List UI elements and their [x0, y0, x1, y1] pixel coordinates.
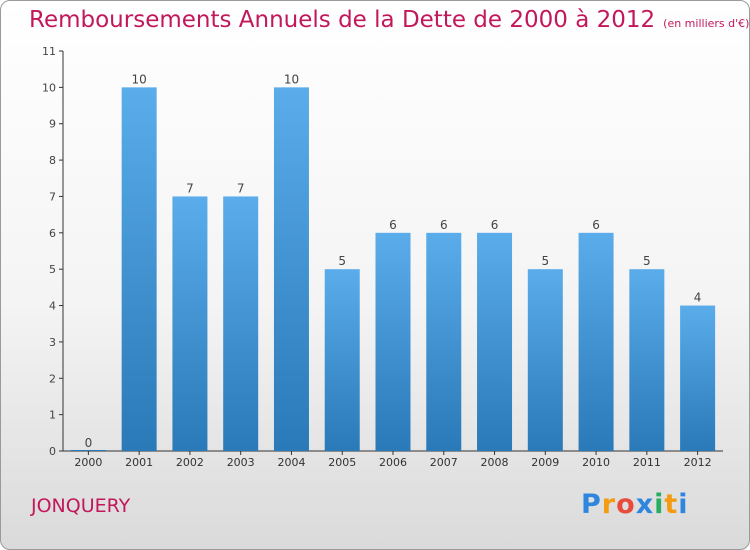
x-tick-label-2009: 2009: [531, 456, 559, 469]
logo-letter: t: [664, 489, 679, 520]
chart-subtitle: (en milliers d'€): [663, 17, 750, 30]
chart-title: Remboursements Annuels de la Dette de 20…: [29, 7, 656, 33]
bar-2002: [172, 196, 208, 451]
x-tick-label-2007: 2007: [430, 456, 458, 469]
y-tick-label: 4: [49, 300, 56, 313]
x-tick-label-2003: 2003: [227, 456, 255, 469]
logo-letter: o: [616, 489, 636, 520]
logo-letter: i: [654, 489, 665, 520]
bar-2010: [578, 232, 614, 451]
y-tick-label: 11: [42, 45, 56, 58]
y-tick-label: 1: [49, 409, 56, 422]
x-tick-label-2001: 2001: [125, 456, 153, 469]
data-label-2001: 10: [132, 72, 147, 86]
proxiti-logo: Proxiti: [581, 489, 689, 520]
data-label-2012: 4: [694, 291, 702, 305]
data-label-2002: 7: [186, 181, 194, 195]
y-tick-label: 8: [49, 154, 56, 167]
bar-2012: [680, 305, 716, 451]
x-tick-label-2012: 2012: [684, 456, 712, 469]
y-tick-label: 2: [49, 372, 56, 385]
x-tick-label-2004: 2004: [277, 456, 305, 469]
x-tick-label-2008: 2008: [481, 456, 509, 469]
bar-2009: [527, 269, 563, 451]
x-tick-label-2006: 2006: [379, 456, 407, 469]
y-tick-label: 9: [49, 118, 56, 131]
data-label-2008: 6: [491, 218, 499, 232]
logo-letter: i: [678, 489, 689, 520]
y-tick-label: 6: [49, 227, 56, 240]
bar-2006: [375, 232, 411, 451]
bar-2003: [223, 196, 259, 451]
bar-2001: [121, 87, 157, 451]
logo-letter: r: [601, 489, 617, 520]
bar-2005: [324, 269, 360, 451]
data-label-2011: 5: [643, 254, 651, 268]
data-label-2010: 6: [592, 218, 600, 232]
data-label-2004: 10: [284, 72, 299, 86]
chart-title-row: Remboursements Annuels de la Dette de 20…: [29, 7, 749, 33]
logo-letter: P: [581, 489, 602, 520]
data-label-2000: 0: [85, 436, 93, 450]
chart-bars: 0 10 7 7 10 5 6 6 6 5 6 5 4: [70, 72, 716, 451]
x-tick-label-2010: 2010: [582, 456, 610, 469]
x-tick-label-2011: 2011: [633, 456, 661, 469]
bar-2000: [70, 450, 106, 451]
data-label-2007: 6: [440, 218, 448, 232]
data-label-2006: 6: [389, 218, 397, 232]
y-tick-label: 7: [49, 190, 56, 203]
x-tick-label-2000: 2000: [74, 456, 102, 469]
bar-2011: [629, 269, 665, 451]
data-label-2003: 7: [237, 181, 245, 195]
commune-name: JONQUERY: [31, 495, 131, 517]
bar-2004: [273, 87, 309, 451]
logo-letter: x: [635, 489, 655, 520]
bar-2007: [426, 232, 462, 451]
data-label-2005: 5: [338, 254, 346, 268]
y-tick-label: 3: [49, 336, 56, 349]
y-tick-label: 5: [49, 263, 56, 276]
x-tick-label-2002: 2002: [176, 456, 204, 469]
y-tick-label: 0: [49, 445, 56, 458]
x-tick-label-2005: 2005: [328, 456, 356, 469]
chart-axes: 0 1 2 3 4 5 6 7 8 9 10 11 2000 2001 2002 2003 2004 2005 20…: [42, 45, 723, 469]
data-label-2009: 5: [541, 254, 549, 268]
y-tick-label: 10: [42, 81, 56, 94]
bar-2008: [477, 232, 513, 451]
